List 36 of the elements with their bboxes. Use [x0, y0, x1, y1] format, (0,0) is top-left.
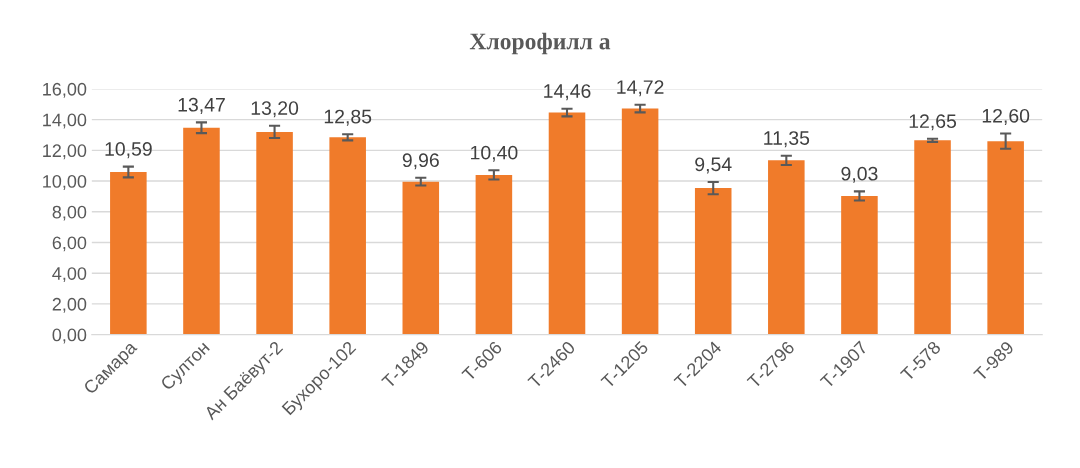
bar	[475, 174, 513, 335]
data-label: 14,72	[617, 80, 664, 97]
y-tick-label: 6,00	[52, 236, 87, 252]
data-label: 12,65	[909, 114, 957, 131]
y-tick-label: 4,00	[52, 267, 87, 283]
data-label: 12,60	[982, 108, 1030, 125]
data-label: 13,47	[178, 97, 225, 114]
data-label: 11,35	[764, 131, 810, 148]
y-tick-label: 12,00	[43, 144, 87, 160]
bar	[402, 181, 440, 335]
bar	[987, 141, 1024, 335]
y-tick-label: 14,00	[43, 113, 87, 129]
y-tick-label: 10,00	[43, 174, 87, 190]
data-label: 9,03	[841, 166, 878, 183]
y-tick-label: 2,00	[52, 297, 87, 313]
y-tick-label: 0,00	[52, 328, 87, 344]
data-label: 12,85	[324, 109, 372, 126]
bar	[329, 137, 366, 335]
data-label: 13,20	[251, 101, 299, 118]
chart-title: Хлорофилл а	[469, 32, 611, 55]
data-label: 14,46	[544, 84, 591, 101]
data-label: 10,59	[105, 142, 152, 159]
bar	[256, 131, 293, 335]
y-tick-label: 8,00	[52, 205, 87, 221]
data-label: 9,96	[402, 153, 439, 170]
bar	[110, 172, 147, 335]
bar	[768, 160, 805, 335]
data-label: 9,54	[695, 157, 732, 174]
bar	[841, 195, 878, 335]
y-tick-label: 16,00	[43, 82, 87, 98]
bar	[914, 140, 951, 335]
bar	[621, 108, 659, 335]
data-label: 10,40	[471, 145, 518, 162]
bar	[694, 188, 732, 335]
bar	[183, 127, 220, 335]
bar	[548, 112, 586, 335]
